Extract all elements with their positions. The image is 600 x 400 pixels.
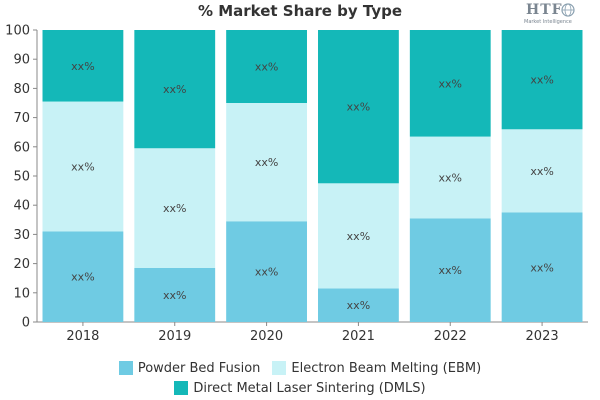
- data-label: xx%: [439, 171, 462, 184]
- legend-item-ebm[interactable]: Electron Beam Melting (EBM): [272, 361, 481, 376]
- data-label: xx%: [347, 230, 370, 243]
- data-label: xx%: [439, 77, 462, 90]
- legend-swatch: [118, 361, 133, 375]
- globe-icon: [561, 3, 575, 17]
- legend: Powder Bed Fusion Electron Beam Melting …: [0, 358, 600, 398]
- x-tick-label: 2021: [342, 329, 375, 344]
- y-tick-label: 90: [13, 53, 30, 68]
- bar-segment: [318, 183, 399, 289]
- bar-segment: [226, 103, 307, 222]
- y-tick-label: 80: [13, 82, 30, 97]
- data-label: xx%: [255, 156, 278, 169]
- bar-segment: [42, 101, 124, 232]
- bar-segment: [501, 212, 583, 322]
- stacked-bar-chart: 0 10 20 30 40 50 60 70 80 90 100 xx% xx% xx% 2018 xx% xx…: [5, 24, 588, 344]
- data-label: xx%: [530, 165, 553, 178]
- legend-item-dmls[interactable]: Direct Metal Laser Sintering (DMLS): [174, 380, 426, 396]
- y-tick-label: 10: [13, 286, 30, 301]
- bar-segment: [226, 221, 307, 322]
- y-tick-label: 100: [5, 24, 30, 39]
- legend-swatch: [174, 381, 189, 395]
- bar-segment: [134, 267, 216, 322]
- x-tick-label: 2018: [66, 329, 99, 344]
- data-label: xx%: [71, 60, 94, 73]
- bar-segment: [42, 30, 124, 102]
- bar-segment: [318, 288, 399, 322]
- y-tick-label: 40: [13, 199, 30, 214]
- legend-row-1: Powder Bed Fusion Electron Beam Melting …: [0, 358, 600, 378]
- bar-segment: [501, 30, 583, 130]
- data-label: xx%: [255, 266, 278, 279]
- logo-text: HTF: [526, 2, 563, 18]
- bar-segment: [409, 136, 491, 219]
- htf-logo: HTF Market Intelligence: [520, 2, 580, 30]
- data-label: xx%: [439, 264, 462, 277]
- x-tick-label: 2020: [250, 329, 283, 344]
- bar-segment: [134, 148, 216, 268]
- y-tick-label: 50: [13, 170, 30, 185]
- x-tick-label: 2022: [434, 329, 467, 344]
- legend-row-2: Direct Metal Laser Sintering (DMLS): [0, 378, 600, 398]
- bar-segment: [409, 30, 491, 137]
- data-label: xx%: [347, 101, 370, 114]
- x-tick-label: 2019: [158, 329, 191, 344]
- y-tick-label: 60: [13, 140, 30, 155]
- bar-segment: [134, 30, 216, 149]
- legend-swatch: [272, 361, 287, 375]
- data-label: xx%: [530, 261, 553, 274]
- data-label: xx%: [163, 83, 186, 96]
- data-label: xx%: [530, 74, 553, 87]
- data-label: xx%: [71, 271, 94, 284]
- data-label: xx%: [163, 289, 186, 302]
- logo-subtext: Market Intelligence: [524, 19, 572, 25]
- x-tick-label: 2023: [526, 329, 559, 344]
- bar-segment: [318, 30, 399, 184]
- y-tick-label: 0: [22, 316, 30, 331]
- bar-segment: [501, 129, 583, 213]
- data-label: xx%: [255, 61, 278, 74]
- data-label: xx%: [163, 202, 186, 215]
- bar-segment: [409, 218, 491, 322]
- chart-title: % Market Share by Type: [197, 2, 403, 20]
- data-label: xx%: [347, 299, 370, 312]
- data-label: xx%: [71, 161, 94, 174]
- legend-item-powder-bed-fusion[interactable]: Powder Bed Fusion: [118, 360, 261, 376]
- y-tick-label: 30: [13, 228, 30, 243]
- y-tick-label: 20: [13, 257, 30, 272]
- bar-segment: [42, 231, 124, 322]
- legend-label: Electron Beam Melting (EBM): [291, 360, 482, 376]
- bar-segment: [226, 30, 307, 103]
- y-tick-label: 70: [13, 111, 30, 126]
- legend-label: Powder Bed Fusion: [137, 360, 261, 376]
- legend-label: Direct Metal Laser Sintering (DMLS): [193, 380, 426, 396]
